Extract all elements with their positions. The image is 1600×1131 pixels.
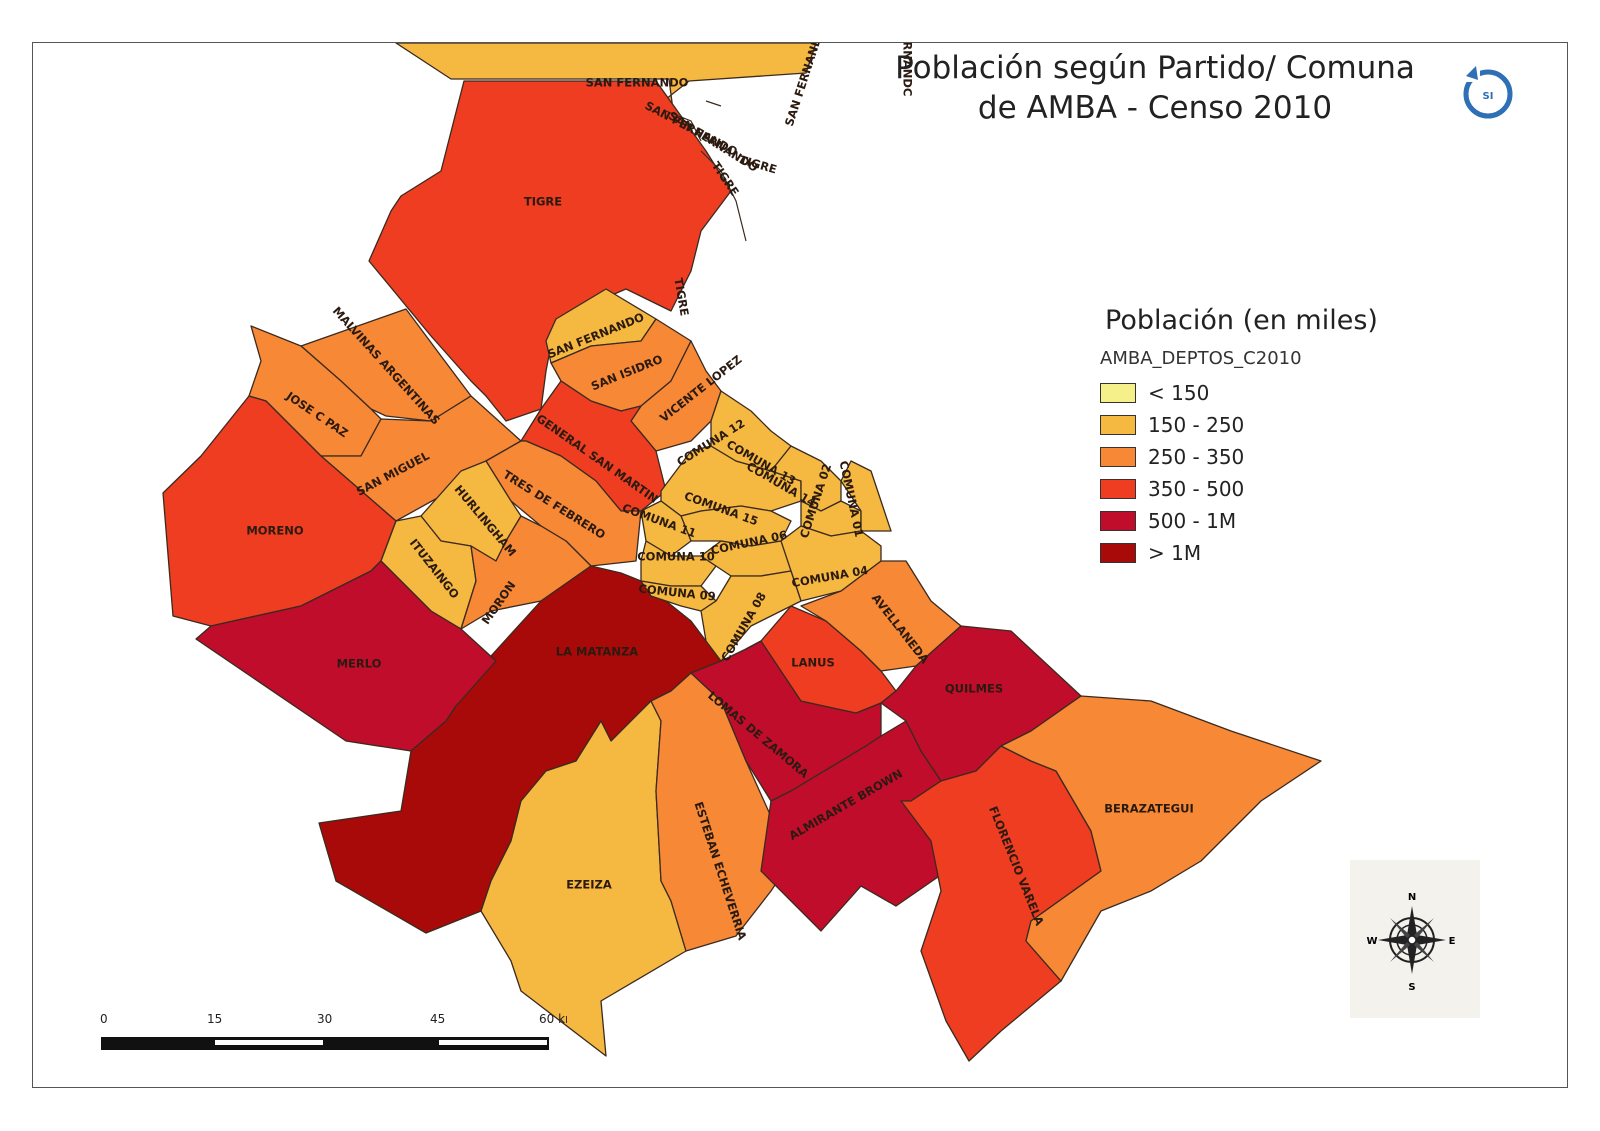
legend-item: 250 - 350 [1100,441,1430,473]
legend-item: > 1M [1100,537,1430,569]
region-comuna-08 [700,570,802,662]
svg-text:SI: SI [1483,91,1494,102]
legend-label: < 150 [1148,381,1210,405]
legend-label: 500 - 1M [1148,509,1237,533]
svg-text:W: W [1366,936,1377,947]
institution-logo-icon: SI [1460,60,1516,124]
region-san-miguel [320,395,522,522]
region-lanus [745,605,897,714]
legend-item: 150 - 250 [1100,409,1430,441]
region-label: BERAZATEGUI [1104,802,1193,816]
legend-item: 500 - 1M [1100,505,1430,537]
legend: Población (en miles) AMBA_DEPTOS_C2010 <… [1100,305,1430,569]
island-label: TIGRE [738,153,779,177]
region-label: MORENO [246,524,304,538]
regions-layer [162,43,1322,1062]
legend-swatch [1100,479,1136,499]
map-title-line1: Población según Partido/ Comuna [895,50,1415,86]
region-label: EZEIZA [566,878,612,892]
scale-segment [439,1040,547,1045]
region-label: TIGRE [524,195,562,209]
region-label: MERLO [337,657,382,671]
north-arrow-compass-icon: N S E W [1350,860,1480,1018]
legend-swatch [1100,511,1136,531]
region-label: LANUS [791,656,834,670]
scale-segment [101,1037,549,1050]
svg-text:S: S [1408,982,1415,993]
map-title-line2: de AMBA - Censo 2010 [977,90,1333,126]
scale-segment [215,1040,323,1045]
region-berazategui [1000,695,1322,982]
scale-tick-label: 0 [100,1012,108,1026]
legend-swatch [1100,543,1136,563]
delta-channels [665,100,747,242]
svg-text:N: N [1408,892,1416,903]
legend-item: 350 - 500 [1100,473,1430,505]
legend-swatch [1100,383,1136,403]
scale-tick-label: 60 km [539,1012,567,1026]
region-label: QUILMES [945,682,1003,696]
legend-label: 350 - 500 [1148,477,1245,501]
island-label: FERNANDC [901,43,915,96]
scale-tick-label: 30 [317,1012,332,1026]
legend-swatch [1100,415,1136,435]
legend-layer-name: AMBA_DEPTOS_C2010 [1100,348,1302,369]
scale-bar: 0 15 30 45 60 km [67,1003,577,1053]
legend-title: Población (en miles) [1105,305,1378,336]
legend-label: 150 - 250 [1148,413,1245,437]
legend-label: 250 - 350 [1148,445,1245,469]
region-tigre [368,80,732,422]
region-label: LA MATANZA [556,645,638,659]
region-moron [460,515,592,630]
region-comuna-15 [680,505,792,547]
legend-label: > 1M [1148,541,1202,565]
region-label: COMUNA 10 [637,550,715,564]
scale-tick-label: 15 [207,1012,222,1026]
region-comuna-01 [840,460,892,532]
island-label: TIGRE [671,277,691,317]
region-label: SAN FERNANDO [586,76,689,90]
svg-text:E: E [1449,936,1456,947]
map-frame: SAN FERNANDO TIGRE MALVINAS ARGENTINAS JOSE… [32,42,1568,1088]
legend-swatch [1100,447,1136,467]
legend-item: < 150 [1100,377,1430,409]
legend-items: < 150 150 - 250 250 - 350 350 - 500 500 - 1M… [1100,377,1430,569]
map-title: Población según Partido/ Comuna de AMBA … [880,48,1430,128]
scale-tick-label: 45 [430,1012,445,1026]
